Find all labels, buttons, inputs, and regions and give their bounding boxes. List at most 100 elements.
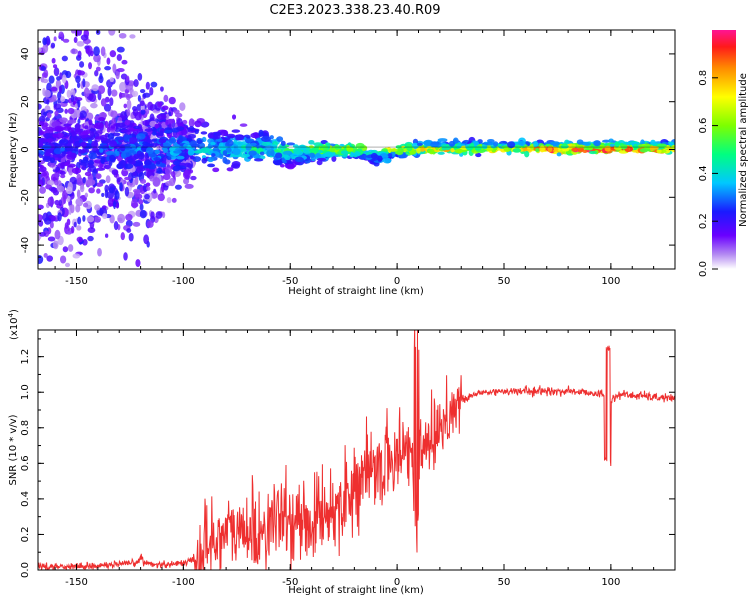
- spectrogram-cell: [165, 181, 173, 187]
- spectrogram-cell: [113, 200, 117, 210]
- spectrogram-cell: [270, 149, 275, 157]
- spectrogram-cell: [179, 102, 186, 111]
- spectrogram-cell: [84, 171, 92, 177]
- spectrogram-cell: [258, 129, 264, 137]
- spectrogram-cell: [512, 148, 522, 153]
- spectrogram-cell: [42, 171, 48, 177]
- spectrogram-cell: [69, 88, 76, 98]
- spectrogram-cell: [139, 88, 146, 94]
- spectrogram-cell: [38, 129, 44, 136]
- spectrogram-cell: [103, 164, 111, 170]
- spectrogram-cell: [139, 166, 146, 172]
- spectrogram-cell: [156, 167, 163, 174]
- spectrogram-cell: [40, 65, 47, 71]
- colorbar-tick-label: 0.4: [698, 165, 709, 181]
- spectrogram-cell: [41, 72, 48, 78]
- spectrogram-cell: [79, 61, 85, 68]
- spectrogram-cell: [70, 30, 76, 34]
- spectrogram-cell: [139, 209, 147, 219]
- spectrogram-cell: [117, 213, 126, 224]
- spectrogram-cell: [151, 138, 157, 142]
- spectrogram-cell: [47, 179, 55, 186]
- spectrogram-xtick-label: 100: [601, 276, 620, 287]
- spectrogram-cell: [164, 166, 172, 176]
- spectrogram-cell: [116, 53, 122, 61]
- spectrogram-cell: [46, 138, 54, 144]
- spectrogram-cell: [46, 99, 50, 105]
- spectrogram-cell: [309, 148, 319, 154]
- spectrogram-cell: [213, 134, 221, 140]
- spectrogram-cell: [192, 150, 203, 154]
- spectrogram-cell: [99, 134, 108, 141]
- spectrogram-cell: [283, 154, 289, 159]
- spectrogram-cell: [98, 112, 107, 119]
- spectrogram-cell: [144, 193, 150, 200]
- spectrogram-cell: [59, 72, 63, 80]
- spectrogram-cell: [76, 225, 82, 231]
- snr-ytick-label: 0.4: [20, 491, 31, 507]
- spectrogram-cell: [279, 164, 285, 168]
- snr-frame: [37, 329, 676, 571]
- spectrogram-cell: [132, 221, 141, 227]
- spectrogram-cell: [58, 31, 64, 38]
- spectrogram-cell: [535, 148, 540, 153]
- spectrogram-cell: [194, 120, 202, 128]
- spectrogram-cell: [448, 140, 456, 147]
- spectrogram-cell: [147, 101, 154, 111]
- spectrogram-cell: [135, 259, 141, 267]
- spectrogram-cell: [38, 120, 45, 126]
- spectrogram-cell: [66, 89, 71, 99]
- spectrogram-cell: [38, 179, 44, 188]
- spectrogram-cell: [110, 125, 116, 129]
- spectrogram-cell: [104, 65, 112, 71]
- spectrogram-cell: [260, 135, 271, 143]
- spectrogram-cell: [550, 141, 561, 147]
- spectrogram-cell: [88, 93, 97, 102]
- spectrogram-cell: [483, 142, 494, 146]
- spectrogram-cell: [324, 151, 335, 158]
- snr-multiplier-close: ): [9, 309, 20, 313]
- spectrogram-cell: [119, 182, 123, 192]
- spectrogram-ytick-label: 0: [20, 146, 31, 152]
- spectrogram-cell: [44, 151, 51, 157]
- spectrogram-cell: [74, 97, 83, 102]
- spectrogram-cell: [107, 197, 115, 207]
- snr-ytick-label: 0.6: [20, 455, 31, 471]
- spectrogram-cell: [142, 92, 151, 98]
- spectrogram-cell: [474, 145, 482, 151]
- spectrogram-cell: [370, 149, 378, 154]
- spectrogram-cell: [331, 155, 337, 162]
- spectrogram-cell: [97, 247, 102, 257]
- spectrogram-cell: [140, 109, 146, 115]
- spectrogram-cell: [226, 133, 236, 138]
- spectrogram-cell: [53, 36, 57, 42]
- spectrogram-cell: [620, 144, 628, 150]
- spectrogram-cell: [84, 125, 89, 130]
- spectrogram-cell: [57, 91, 62, 100]
- spectrogram-cell: [160, 163, 166, 168]
- spectrogram-cell: [58, 199, 62, 207]
- spectrogram-cell: [87, 159, 95, 166]
- spectrogram-cell: [61, 55, 68, 62]
- spectrogram-xtick-label: -100: [172, 276, 195, 287]
- spectrogram-cell: [273, 160, 283, 166]
- spectrogram-xtick-label: -150: [65, 276, 88, 287]
- spectrogram-cell: [62, 38, 70, 43]
- spectrogram-cell: [194, 129, 199, 135]
- spectrogram-cell: [76, 236, 83, 243]
- spectrogram-cell: [51, 94, 57, 102]
- spectrogram-cell: [561, 143, 568, 147]
- spectrogram-cell: [153, 157, 161, 161]
- spectrogram-cell: [225, 147, 232, 153]
- spectrogram-cell: [308, 139, 315, 145]
- spectrogram-cell: [150, 190, 158, 199]
- spectrogram-cell: [42, 37, 47, 46]
- spectrogram-cell: [124, 119, 131, 126]
- spectrogram-cell: [126, 228, 132, 233]
- spectrogram-cell: [149, 87, 154, 96]
- spectrogram-cell: [174, 184, 182, 190]
- spectrogram-cell: [153, 188, 157, 194]
- spectrogram-cell: [123, 143, 131, 148]
- spectrogram-cell: [576, 139, 584, 145]
- spectrogram-cell: [60, 146, 65, 152]
